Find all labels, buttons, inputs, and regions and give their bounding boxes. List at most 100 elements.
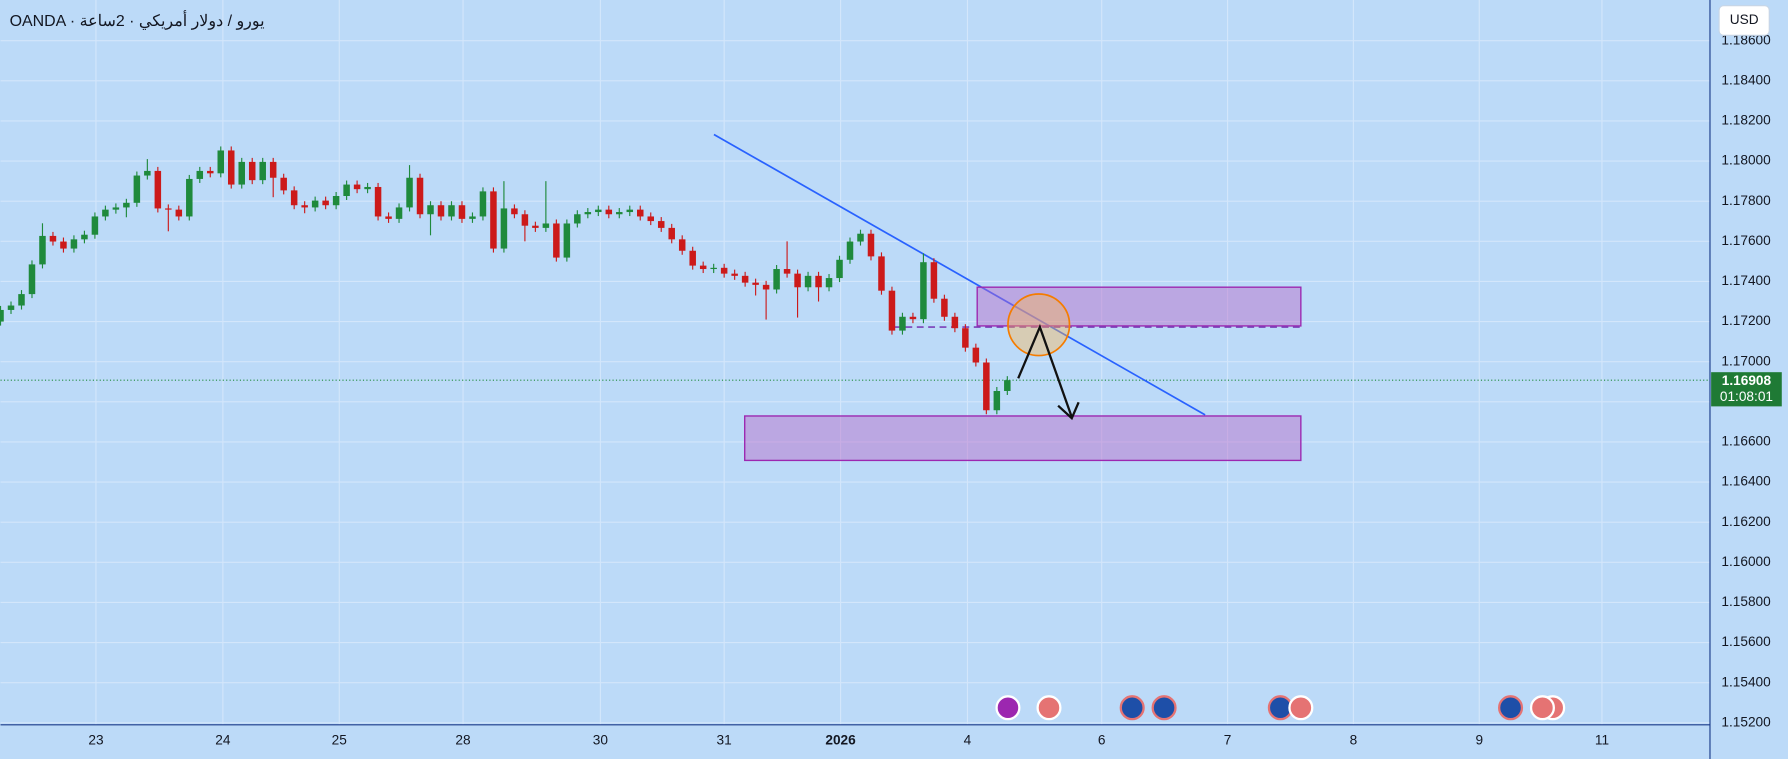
event-icon: [1119, 695, 1145, 721]
candle-body: [899, 316, 906, 331]
candle-body: [626, 209, 634, 213]
candle-body: [102, 209, 109, 217]
candle-body: [290, 190, 298, 206]
candle-body: [584, 212, 592, 215]
countdown-label: 01:08:01: [1720, 389, 1773, 404]
candle-body: [490, 191, 497, 249]
candle-body: [595, 209, 602, 213]
candle-body: [637, 209, 644, 217]
candle-body: [353, 184, 361, 190]
candle-body: [825, 278, 833, 288]
resistance-zone: [976, 286, 1302, 327]
candle-body: [521, 214, 529, 226]
candle-body: [49, 235, 57, 242]
x-tick-label: 23: [88, 732, 103, 747]
candle-body: [909, 316, 917, 320]
candle-body: [951, 316, 959, 329]
candle-body: [7, 305, 15, 310]
candle-body: [699, 265, 707, 270]
event-icon: [1151, 695, 1177, 721]
candle-body: [542, 223, 550, 228]
drawings: [713, 133, 1302, 462]
candle-body: [458, 205, 466, 219]
currency-label[interactable]: USD: [1730, 12, 1759, 27]
candle-body: [427, 205, 434, 215]
candle-body: [647, 216, 654, 222]
candle-body: [248, 161, 256, 181]
x-tick-label: 2026: [825, 732, 856, 747]
candle-body: [605, 209, 613, 215]
x-tick-label: 25: [332, 732, 348, 747]
candle-body: [364, 186, 371, 190]
candle-body: [227, 150, 235, 185]
y-tick-label: 1.16400: [1721, 474, 1771, 489]
y-tick-label: 1.16600: [1721, 434, 1771, 449]
candle-body: [39, 235, 46, 265]
grid: [0, 0, 1710, 725]
candle-body: [144, 170, 151, 176]
candle-body: [332, 195, 340, 206]
y-tick-label: 1.18000: [1721, 153, 1771, 168]
event-icon: [1498, 695, 1524, 721]
candle-body: [395, 207, 403, 219]
candle-body: [500, 208, 508, 249]
currency-button[interactable]: [1718, 5, 1770, 36]
candle-body: [301, 205, 308, 208]
candle-body: [479, 191, 487, 217]
candle-body: [385, 216, 392, 219]
y-tick-label: 1.15400: [1721, 674, 1771, 689]
candle-body: [133, 175, 141, 203]
y-tick-label: 1.18600: [1721, 32, 1771, 47]
x-tick-label: 7: [1224, 732, 1232, 747]
candle-body: [773, 269, 780, 290]
event-icon: [1288, 695, 1314, 721]
last-price-tag: [1711, 372, 1782, 407]
candle-body: [710, 267, 717, 270]
candle-body: [511, 208, 518, 215]
candle-body: [972, 347, 980, 363]
candle-body: [406, 177, 413, 208]
x-tick-label: 4: [964, 732, 972, 747]
x-tick-label: 8: [1350, 732, 1358, 747]
trend-line: [713, 133, 1206, 416]
candle-body: [280, 177, 287, 191]
candle-body: [28, 264, 36, 295]
candle-body: [186, 178, 193, 217]
y-tick-label: 1.17200: [1721, 313, 1771, 328]
x-tick-label: 30: [593, 732, 609, 747]
candle-body: [238, 161, 245, 185]
y-tick-label: 1.16000: [1721, 554, 1771, 569]
candle-body: [888, 290, 896, 331]
candle-body: [448, 205, 455, 217]
candle-body: [941, 298, 948, 317]
x-tick-label: 31: [717, 732, 732, 747]
candle-body: [668, 227, 675, 240]
candle-body: [269, 161, 277, 178]
candle-body: [18, 294, 25, 306]
event-icon: [1036, 695, 1062, 721]
candle-body: [1004, 380, 1011, 391]
y-tick-label: 1.15800: [1721, 594, 1771, 609]
event-icon: [995, 695, 1021, 721]
y-tick-label: 1.17800: [1721, 193, 1771, 208]
candle-body: [678, 239, 686, 251]
candle-body: [689, 250, 696, 266]
candle-body: [804, 275, 812, 288]
candle-body: [762, 284, 770, 290]
axes: 1.15200 1.15400 1.15600 1.15800 1.16000 1.162…: [88, 32, 1782, 747]
x-tick-label: 6: [1098, 732, 1106, 747]
candles: [0, 146, 1011, 415]
event-icon: [1529, 695, 1555, 721]
candle-body: [374, 186, 382, 217]
candle-body: [836, 259, 843, 279]
candle-body: [857, 233, 864, 242]
candle-body: [815, 275, 822, 288]
target-zone: [744, 415, 1302, 462]
path-arrow: [1017, 323, 1073, 418]
candle-body: [91, 216, 99, 235]
candle-body: [112, 207, 120, 210]
candle-body: [207, 170, 214, 174]
